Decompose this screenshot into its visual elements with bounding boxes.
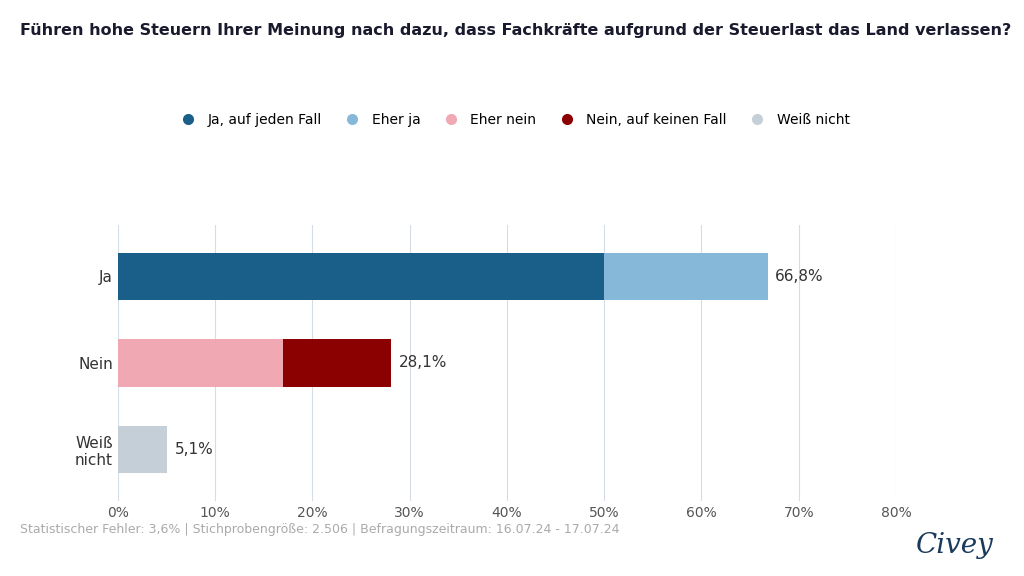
Bar — [118, 253, 604, 300]
Text: 66,8%: 66,8% — [775, 269, 824, 284]
Text: Statistischer Fehler: 3,6% | Stichprobengröße: 2.506 | Befragungszeitraum: 16.07: Statistischer Fehler: 3,6% | Stichproben… — [20, 522, 620, 536]
Text: 28,1%: 28,1% — [399, 355, 447, 370]
Bar — [283, 339, 391, 386]
Text: 5,1%: 5,1% — [175, 442, 214, 457]
Bar — [118, 426, 167, 473]
Bar — [118, 339, 283, 386]
Bar — [604, 253, 768, 300]
Legend: Ja, auf jeden Fall, Eher ja, Eher nein, Nein, auf keinen Fall, Weiß nicht: Ja, auf jeden Fall, Eher ja, Eher nein, … — [169, 108, 855, 133]
Text: Führen hohe Steuern Ihrer Meinung nach dazu, dass Fachkräfte aufgrund der Steuer: Führen hohe Steuern Ihrer Meinung nach d… — [20, 23, 1012, 38]
Text: Civey: Civey — [915, 532, 993, 559]
